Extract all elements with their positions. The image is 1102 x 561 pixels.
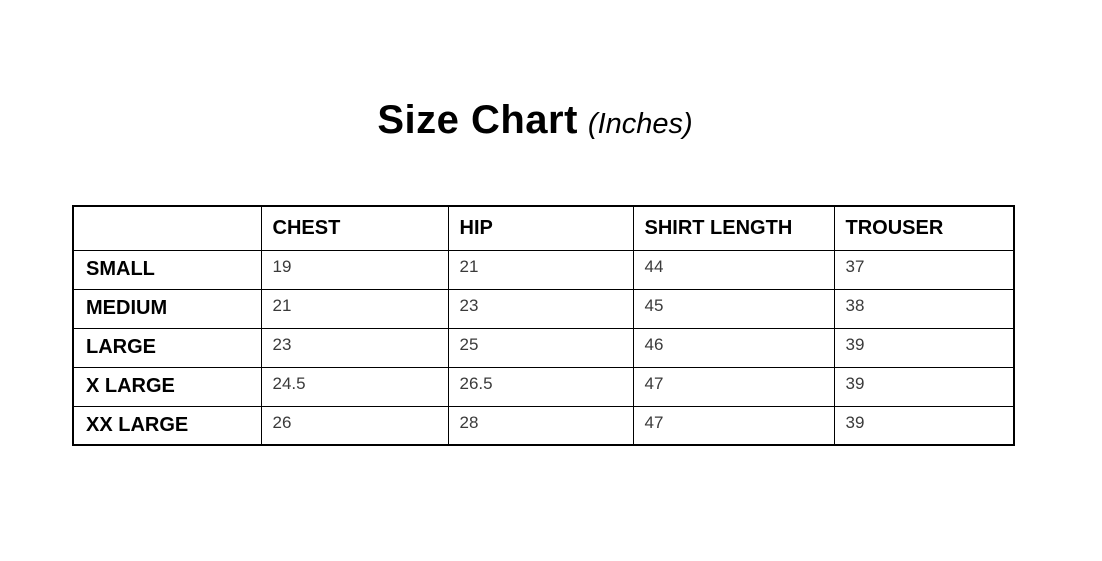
cell-x-large-hip: 26.5 [447,366,634,407]
cell-large-chest: 23 [260,327,449,368]
table-row-small: SMALL 19 21 44 37 [72,249,1015,290]
page-title: Size Chart (Inches) [0,98,1070,143]
table-row-xx-large: XX LARGE 26 28 47 39 [72,405,1015,446]
cell-medium-chest: 21 [260,288,449,329]
row-label-large: LARGE [72,327,262,368]
page-title-main: Size Chart [377,98,578,142]
page-title-unit: (Inches) [587,108,693,140]
cell-x-large-chest: 24.5 [260,366,449,407]
header-row: CHEST HIP SHIRT LENGTH TROUSER [72,205,1015,251]
column-header-chest: CHEST [260,205,449,251]
table-row-x-large: X LARGE 24.5 26.5 47 39 [72,366,1015,407]
cell-small-trouser: 37 [833,249,1015,290]
cell-large-shirt-length: 46 [632,327,835,368]
cell-xx-large-trouser: 39 [833,405,1015,446]
cell-medium-shirt-length: 45 [632,288,835,329]
cell-xx-large-chest: 26 [260,405,449,446]
cell-xx-large-hip: 28 [447,405,634,446]
cell-medium-trouser: 38 [833,288,1015,329]
cell-x-large-trouser: 39 [833,366,1015,407]
column-header-trouser: TROUSER [833,205,1015,251]
row-label-small: SMALL [72,249,262,290]
row-label-xx-large: XX LARGE [72,405,262,446]
column-header-blank [72,205,262,251]
cell-small-chest: 19 [260,249,449,290]
cell-xx-large-shirt-length: 47 [632,405,835,446]
cell-small-hip: 21 [447,249,634,290]
row-label-medium: MEDIUM [72,288,262,329]
column-header-hip: HIP [447,205,634,251]
cell-small-shirt-length: 44 [632,249,835,290]
cell-x-large-shirt-length: 47 [632,366,835,407]
column-header-shirt-length: SHIRT LENGTH [632,205,835,251]
cell-large-trouser: 39 [833,327,1015,368]
cell-medium-hip: 23 [447,288,634,329]
table-row-medium: MEDIUM 21 23 45 38 [72,288,1015,329]
row-label-x-large: X LARGE [72,366,262,407]
table-row-large: LARGE 23 25 46 39 [72,327,1015,368]
cell-large-hip: 25 [447,327,634,368]
size-chart-table: CHEST HIP SHIRT LENGTH TROUSER SMALL 19 … [72,205,1015,446]
